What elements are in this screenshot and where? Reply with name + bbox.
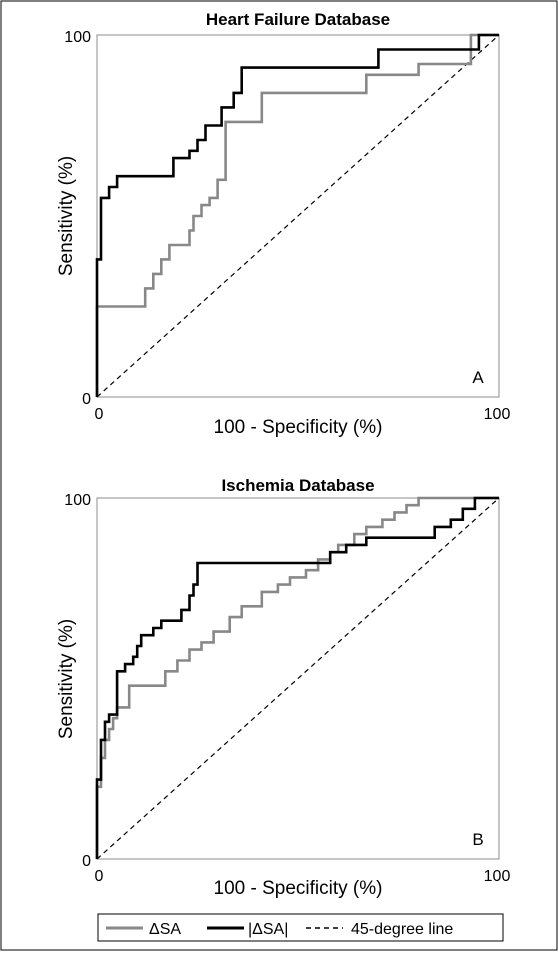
panel-letter-b: B: [472, 830, 483, 849]
y-axis-label-a: Sensitivity (%): [56, 156, 77, 276]
y-tick-bottom-a: 0: [82, 391, 91, 408]
legend-box: [97, 913, 504, 942]
x-axis-label-b: 100 - Specificity (%): [214, 878, 383, 899]
x-tick-right-a: 100: [484, 406, 511, 423]
x-tick-right-b: 100: [484, 868, 511, 885]
series-line-dsa-b: [95, 496, 499, 859]
x-tick-left-a: 0: [95, 406, 104, 423]
series-line-abs-dsa-a: [95, 33, 499, 397]
series-layer-b: [95, 496, 500, 860]
series-line-abs-dsa-b: [95, 496, 499, 859]
x-tick-left-b: 0: [95, 868, 104, 885]
panel-b: Ischemia Database Sensitivity (%) 100 - …: [56, 476, 510, 899]
y-tick-bottom-b: 0: [82, 853, 91, 870]
panel-a: Heart Failure Database Sensitivity (%) 1…: [56, 10, 510, 438]
x-axis-label-a: 100 - Specificity (%): [214, 417, 383, 438]
series-line-45-degree-b: [96, 497, 500, 860]
plot-frame-b: [96, 497, 500, 860]
series-line-45-degree-a: [96, 34, 500, 398]
legend-label-abs-dsa: |ΔSA|: [248, 921, 288, 938]
panel-letter-a: A: [472, 368, 484, 387]
legend: ΔSA |ΔSA| 45-degree line: [97, 913, 504, 942]
legend-label-dsa: ΔSA: [149, 921, 181, 938]
series-layer-a: [95, 33, 500, 398]
y-tick-top-b: 100: [64, 492, 91, 509]
y-axis-label-b: Sensitivity (%): [56, 619, 77, 739]
legend-label-45-degree: 45-degree line: [351, 921, 453, 938]
plot-frame-a: [96, 34, 500, 398]
series-line-dsa-a: [95, 33, 499, 397]
chart-title-b: Ischemia Database: [221, 476, 374, 495]
chart-title-a: Heart Failure Database: [206, 10, 390, 29]
y-tick-top-a: 100: [64, 29, 91, 46]
